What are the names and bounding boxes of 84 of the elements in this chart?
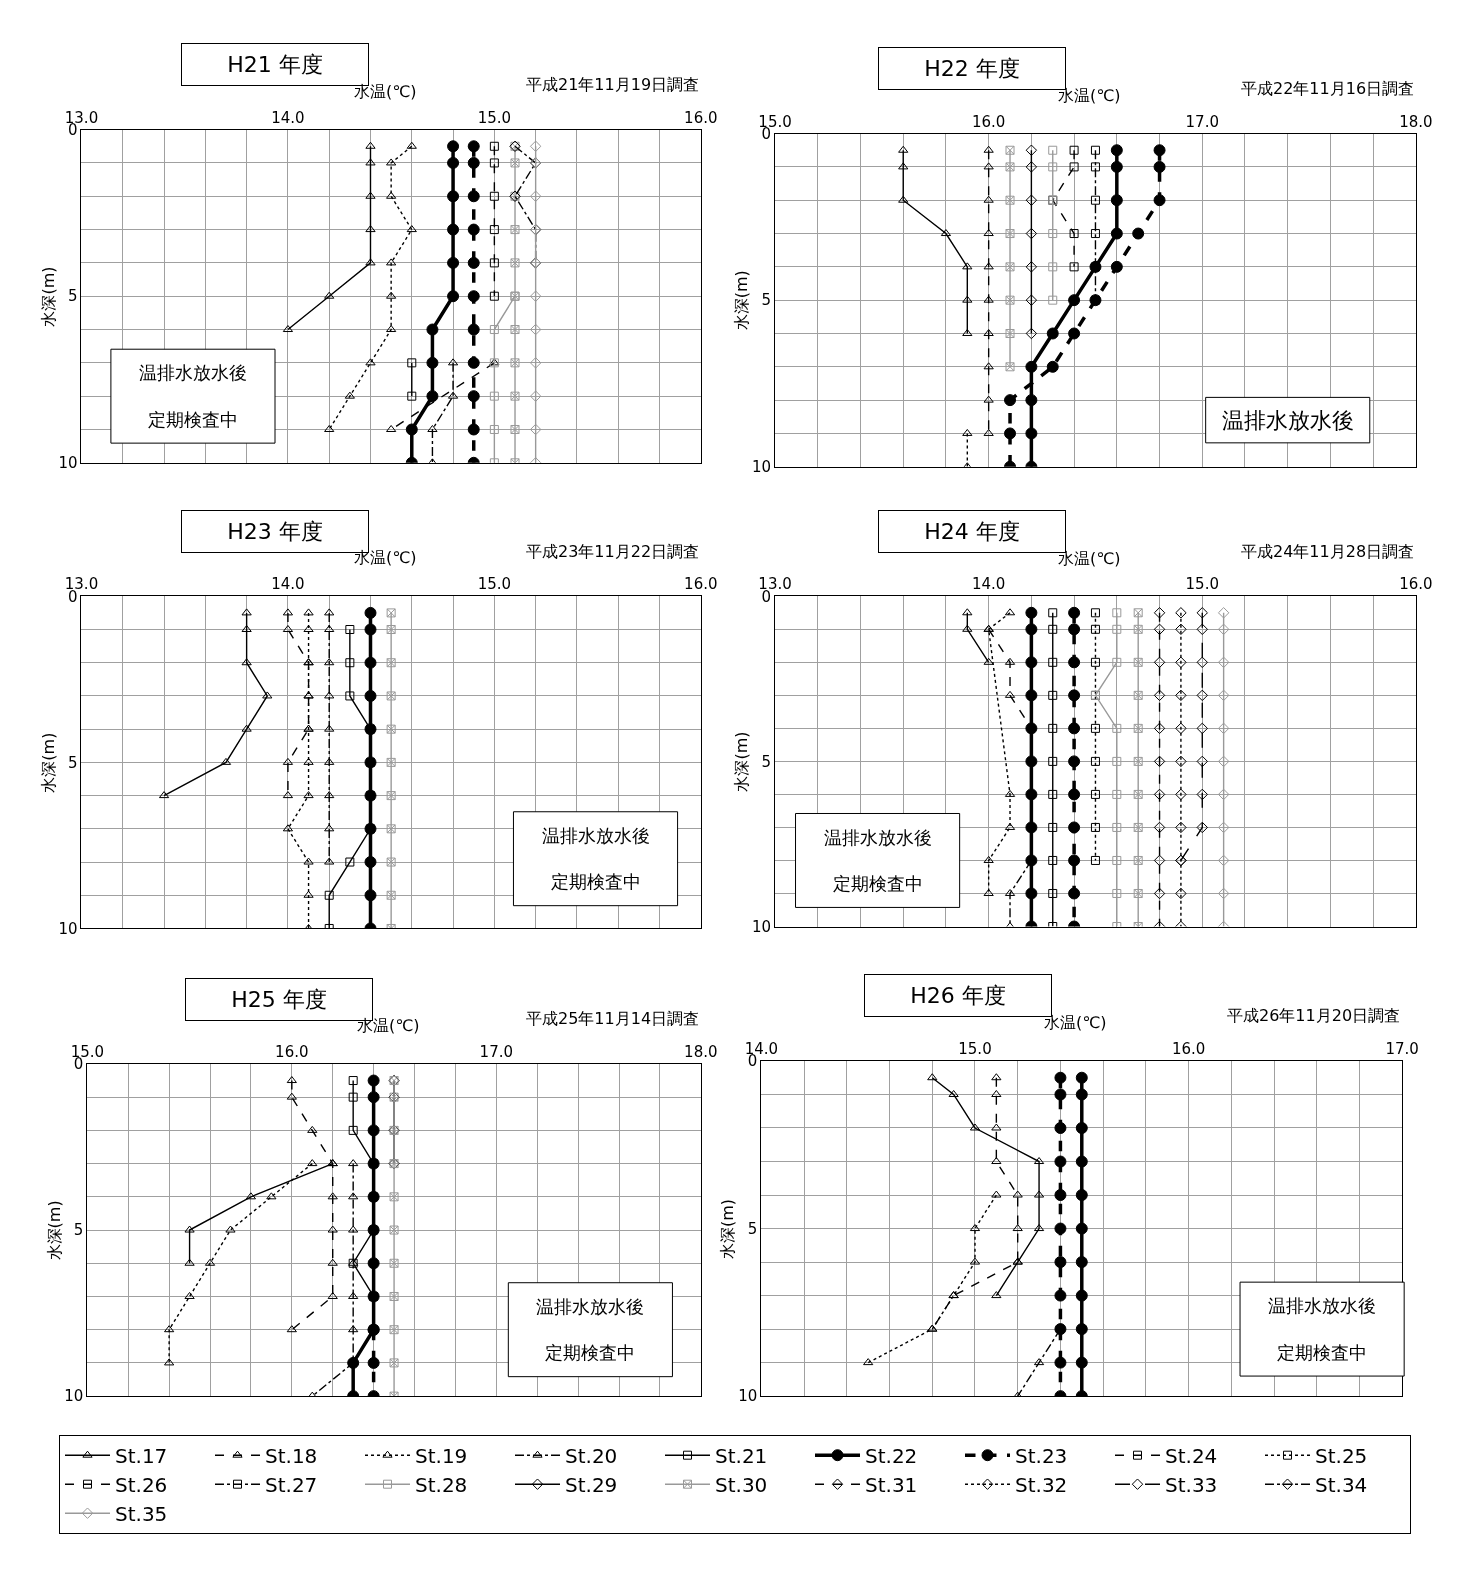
legend-label: St.21: [715, 1444, 768, 1468]
legend-label: St.29: [565, 1473, 618, 1497]
legend-label: St.27: [265, 1473, 318, 1497]
x-tick-label: 18.0: [1399, 112, 1433, 131]
y-tick-label: 5: [67, 287, 78, 306]
legend-label: St.18: [265, 1444, 318, 1468]
x-tick-label: 15.0: [958, 1039, 992, 1058]
x-tick-label: 17.0: [479, 1042, 514, 1061]
chart-subtitle: 平成25年11月14日調査: [526, 1009, 700, 1028]
legend-label: St.34: [1315, 1473, 1368, 1497]
y-axis-title: 水深(m): [45, 1200, 65, 1261]
legend-label: St.35: [115, 1502, 168, 1526]
x-axis-title: 水温(℃): [1044, 1013, 1107, 1032]
x-tick-label: 16.0: [684, 108, 718, 127]
x-tick-label: 17.0: [1185, 112, 1219, 131]
x-tick-label: 16.0: [275, 1042, 309, 1061]
x-tick-label: 16.0: [1399, 575, 1433, 594]
annotation: 定期検査中: [545, 1342, 635, 1363]
x-axis-title: 水温(℃): [354, 548, 417, 567]
chart-title: H23 年度: [227, 519, 323, 544]
x-tick-label: 14.0: [271, 575, 305, 594]
x-tick-label: 14.0: [271, 108, 305, 127]
annotation: 温排水放水後: [1268, 1295, 1376, 1316]
annotation: 温排水放水後: [1222, 408, 1354, 433]
x-tick-label: 15.0: [477, 108, 512, 127]
legend-label: St.17: [115, 1444, 168, 1468]
x-tick-label: 16.0: [1171, 1039, 1206, 1058]
legend-label: St.28: [415, 1473, 468, 1497]
y-tick-label: 5: [761, 291, 772, 310]
chart-title: H24 年度: [924, 519, 1020, 544]
x-tick-label: 17.0: [1385, 1039, 1419, 1058]
legend-label: St.25: [1315, 1444, 1368, 1468]
annotation: 温排水放水後: [824, 827, 932, 848]
legend-label: St.22: [865, 1444, 918, 1468]
x-tick-label: 18.0: [684, 1042, 718, 1061]
chart-title: H21 年度: [227, 52, 323, 77]
y-tick-label: 5: [67, 753, 78, 772]
y-tick-label: 10: [738, 1387, 758, 1406]
annotation: 定期検査中: [833, 873, 923, 894]
chart-subtitle: 平成24年11月28日調査: [1241, 542, 1415, 561]
x-axis-title: 水温(℃): [354, 82, 417, 101]
annotation: 定期検査中: [551, 871, 641, 892]
legend-label: St.31: [865, 1473, 918, 1497]
legend-label: St.20: [565, 1444, 618, 1468]
annotation: 温排水放水後: [542, 825, 650, 846]
y-tick-label: 10: [751, 458, 772, 477]
y-tick-label: 10: [58, 919, 78, 938]
chart-subtitle: 平成22年11月16日調査: [1241, 79, 1415, 98]
y-tick-label: 5: [761, 752, 772, 771]
y-axis-title: 水深(m): [731, 731, 751, 792]
legend-label: St.30: [715, 1473, 768, 1497]
x-tick-label: 16.0: [971, 112, 1006, 131]
y-axis-title: 水深(m): [39, 266, 59, 327]
chart-subtitle: 平成26年11月20日調査: [1227, 1006, 1401, 1025]
chart-title: H22 年度: [924, 56, 1020, 81]
y-axis-title: 水深(m): [38, 732, 58, 793]
annotation: 温排水放水後: [536, 1296, 644, 1317]
x-tick-label: 15.0: [1185, 575, 1219, 594]
y-axis-title: 水深(m): [731, 270, 751, 331]
y-tick-label: 10: [64, 1387, 84, 1406]
chart-subtitle: 平成23年11月22日調査: [526, 542, 700, 561]
chart-title: H26 年度: [910, 983, 1006, 1008]
legend-label: St.32: [1015, 1473, 1068, 1497]
y-tick-label: 10: [58, 454, 78, 473]
annotation: 定期検査中: [148, 409, 238, 430]
x-tick-label: 15.0: [477, 575, 512, 594]
annotation: 温排水放水後: [139, 362, 247, 383]
x-axis-title: 水温(℃): [1058, 549, 1121, 568]
legend-label: St.23: [1015, 1444, 1068, 1468]
y-tick-label: 10: [751, 917, 772, 936]
x-axis-title: 水温(℃): [1058, 86, 1121, 105]
legend-label: St.24: [1165, 1444, 1218, 1468]
x-tick-label: 14.0: [971, 575, 1006, 594]
y-tick-label: 5: [747, 1219, 758, 1238]
x-axis-title: 水温(℃): [357, 1016, 420, 1035]
legend-label: St.33: [1165, 1473, 1218, 1497]
chart-subtitle: 平成21年11月19日調査: [526, 75, 700, 94]
annotation: 定期検査中: [1277, 1342, 1367, 1363]
legend-label: St.19: [415, 1444, 468, 1468]
legend-label: St.26: [115, 1473, 168, 1497]
x-tick-label: 16.0: [684, 575, 718, 594]
y-axis-title: 水深(m): [717, 1198, 737, 1259]
chart-title: H25 年度: [231, 987, 327, 1012]
y-tick-label: 5: [73, 1221, 84, 1240]
